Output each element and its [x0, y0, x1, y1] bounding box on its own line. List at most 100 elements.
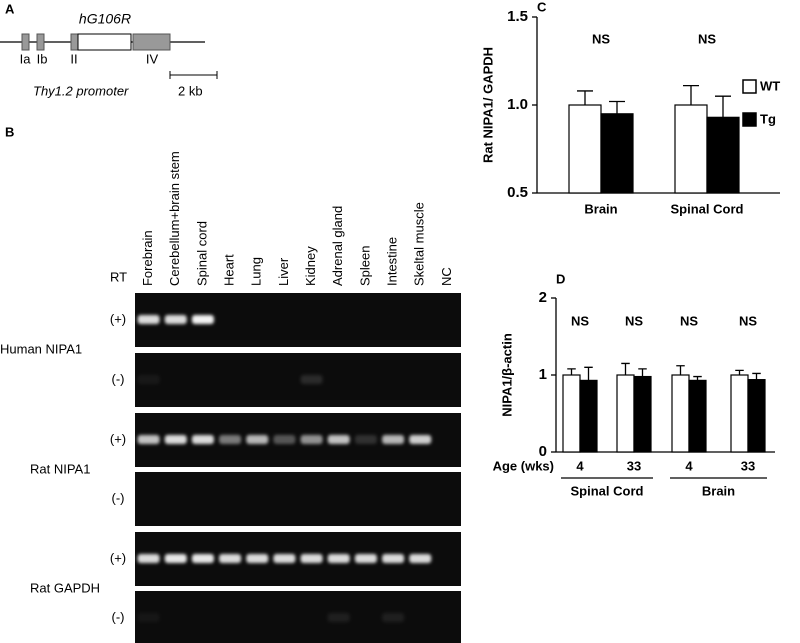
- gel-band: [164, 435, 187, 444]
- gel: [135, 591, 461, 643]
- lane-label: Forebrain: [140, 230, 155, 286]
- error-bar: [735, 369, 744, 375]
- gel-band: [354, 435, 377, 444]
- x-axis-label: Age (wks): [493, 458, 554, 473]
- annotation: NS: [625, 313, 643, 328]
- y-tick-label: 1: [539, 366, 547, 383]
- scale-label: 2 kb: [178, 83, 203, 98]
- annotation: NS: [571, 313, 589, 328]
- error-bar: [584, 366, 593, 381]
- condition-label: (-): [112, 490, 125, 505]
- x-tick-label: Spinal Cord: [671, 201, 744, 216]
- gel-band: [382, 435, 405, 444]
- x-tick-label: 33: [627, 458, 641, 473]
- error-bar: [567, 368, 576, 375]
- annotation: NS: [698, 31, 716, 46]
- gel-band: [246, 435, 269, 444]
- error-bar: [683, 84, 699, 105]
- lane-label: Heart: [222, 254, 237, 286]
- gel: [135, 293, 461, 347]
- x-tick-label: Brain: [584, 201, 617, 216]
- lane-label: Cerebellum+brain stem: [167, 151, 182, 286]
- panel-label: A: [5, 1, 15, 16]
- bar: [568, 104, 602, 194]
- gel-band: [191, 315, 214, 324]
- lane-label: Liver: [276, 257, 291, 286]
- lane-label: Spleen: [357, 246, 372, 286]
- lane-label: Skeltal muscle: [412, 202, 427, 286]
- gel-band: [409, 435, 432, 444]
- panel-label: D: [556, 271, 565, 286]
- gel-band: [382, 613, 405, 622]
- gel-band: [137, 613, 160, 622]
- gene-label: Rat NIPA1: [30, 461, 90, 476]
- group-label: Spinal Cord: [571, 483, 644, 498]
- lane-label: Kidney: [303, 246, 318, 286]
- exon-label: Ib: [37, 51, 48, 66]
- gel-band: [409, 554, 432, 563]
- bar: [674, 104, 708, 194]
- gel: [135, 472, 461, 526]
- y-tick-label: 0: [539, 443, 547, 460]
- gel-band: [137, 315, 160, 324]
- x-tick-label: 4: [576, 458, 584, 473]
- gel-band: [300, 375, 323, 384]
- gel-panel: Forebrain Cerebellum+brain stem Spinal cor…: [0, 151, 461, 643]
- gene-label: Rat GAPDH: [30, 580, 100, 595]
- panel-label: B: [5, 124, 14, 139]
- gel-band: [273, 554, 296, 563]
- error-bar: [638, 368, 647, 377]
- gel-band: [137, 375, 160, 384]
- y-axis-label: Rat NIPA1/ GAPDH: [480, 47, 495, 163]
- legend-swatch: [742, 112, 757, 127]
- bar: [562, 374, 581, 453]
- rt-label: RT: [110, 269, 127, 284]
- error-bar: [676, 365, 685, 375]
- legend-label: WT: [760, 78, 780, 93]
- error-bar: [577, 90, 593, 105]
- charts: C 0.5 1.0 1.5 Rat NIPA1/ GAPDH NS NS Brain Spina…: [480, 0, 780, 498]
- bar: [616, 374, 635, 453]
- exon: [132, 33, 171, 51]
- condition-label: (+): [110, 431, 126, 446]
- bar: [600, 113, 634, 194]
- gene-label: hG106R: [79, 11, 131, 27]
- gel: [135, 413, 461, 467]
- exon-label: Ia: [20, 51, 32, 66]
- gel-band: [273, 435, 296, 444]
- scale-bar: [169, 71, 218, 79]
- gel-band: [382, 554, 405, 563]
- gel-band: [219, 435, 242, 444]
- gel-band: [300, 554, 323, 563]
- gel-band: [327, 554, 350, 563]
- x-tick-label: 33: [741, 458, 755, 473]
- exon-label: IV: [146, 51, 159, 66]
- lane-label: Adrenal gland: [330, 206, 345, 286]
- error-bar: [715, 95, 731, 118]
- gel-band: [191, 435, 214, 444]
- lane-label: NC: [439, 267, 454, 286]
- legend-label: Tg: [760, 111, 776, 126]
- gel-band: [137, 554, 160, 563]
- gel-band: [327, 613, 350, 622]
- annotation: NS: [680, 313, 698, 328]
- lane-label: Intestine: [385, 237, 400, 286]
- condition-label: (+): [110, 550, 126, 565]
- transgene: [77, 33, 132, 51]
- condition-label: (+): [110, 311, 126, 326]
- bar: [633, 375, 652, 453]
- gel: [135, 532, 461, 586]
- bar: [671, 374, 690, 453]
- panel-label: C: [537, 0, 547, 14]
- exon: [21, 33, 30, 51]
- group-label: Brain: [702, 483, 735, 498]
- x-tick-label: 4: [685, 458, 693, 473]
- gel-band: [246, 554, 269, 563]
- bar: [730, 374, 749, 453]
- gene-label: Human NIPA1: [0, 341, 82, 356]
- promoter-label: Thy1.2 promoter: [33, 83, 129, 98]
- gel-band: [300, 435, 323, 444]
- gel-band: [191, 554, 214, 563]
